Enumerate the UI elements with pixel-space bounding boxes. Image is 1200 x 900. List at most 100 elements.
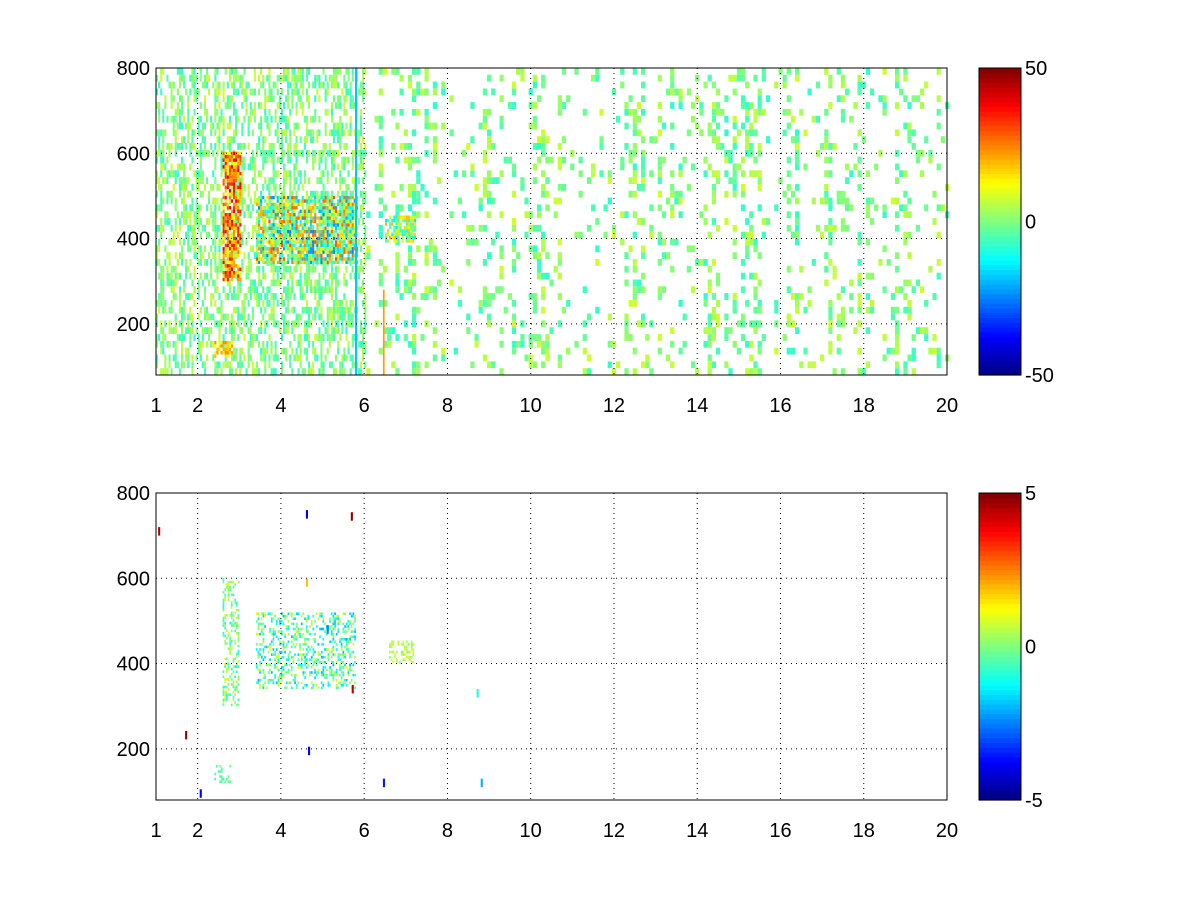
heatmap-cell: [811, 259, 816, 266]
heatmap-cell: [214, 361, 217, 369]
heatmap-cell: [276, 156, 279, 164]
colorbar-step: [979, 187, 1021, 194]
heatmap-cell: [312, 163, 315, 171]
heatmap-cell: [233, 189, 236, 193]
heatmap-cell: [790, 115, 796, 123]
heatmap-cell: [176, 143, 179, 150]
heatmap-cell: [203, 224, 206, 232]
heatmap-cell: [285, 115, 288, 123]
heatmap-cell: [218, 102, 221, 109]
heatmap-cell: [341, 313, 344, 321]
heatmap-cell: [233, 271, 236, 275]
heatmap-cell: [285, 671, 288, 674]
heatmap-cell: [272, 95, 275, 103]
heatmap-cell: [280, 260, 283, 265]
heatmap-cell: [224, 642, 226, 645]
heatmap-cell: [911, 347, 916, 355]
heatmap-cell: [832, 368, 837, 375]
heatmap-cell: [294, 653, 296, 656]
heatmap-cell: [239, 74, 242, 82]
heatmap-cell: [235, 354, 238, 362]
heatmap-cell: [187, 95, 190, 103]
heatmap-cell: [487, 190, 492, 198]
heatmap-cell: [305, 68, 308, 75]
heatmap-cell: [199, 170, 202, 178]
heatmap-cell: [287, 195, 290, 200]
heatmap-cell: [632, 122, 637, 130]
heatmap-cell: [307, 614, 310, 618]
heatmap-cell: [210, 184, 213, 191]
heatmap-cell: [178, 81, 181, 89]
heatmap-cell: [285, 233, 288, 237]
heatmap-cell: [230, 621, 233, 625]
heatmap-cell: [225, 614, 228, 617]
heatmap-cell: [262, 300, 265, 307]
heatmap-cell: [287, 300, 290, 307]
heatmap-cell: [193, 143, 196, 150]
heatmap-cell: [299, 233, 302, 237]
heatmap-cell: [233, 136, 236, 143]
heatmap-cell: [293, 88, 296, 96]
heatmap-cell: [185, 177, 188, 184]
heatmap-cell: [678, 300, 683, 307]
heatmap-cell: [347, 219, 350, 224]
heatmap-cell: [295, 265, 298, 273]
heatmap-cell: [218, 88, 221, 96]
heatmap-cell: [362, 74, 365, 82]
heatmap-cell: [326, 306, 329, 314]
heatmap-cell: [226, 230, 229, 234]
heatmap-cell: [736, 68, 741, 75]
heatmap-cell: [401, 236, 404, 240]
heatmap-cell: [276, 195, 279, 200]
heatmap-cell: [474, 184, 479, 191]
heatmap-cell: [824, 129, 829, 137]
heatmap-cell: [275, 620, 278, 623]
heatmap-cell: [412, 361, 417, 369]
heatmap-cell: [339, 257, 342, 261]
heatmap-cell: [216, 88, 219, 96]
heatmap-cell: [283, 230, 286, 234]
heatmap-cell: [845, 197, 850, 205]
heatmap-cell: [282, 643, 285, 646]
heatmap-cell: [272, 81, 275, 89]
heatmap-cell: [201, 136, 204, 143]
heatmap-cell: [222, 675, 225, 679]
heatmap-cell: [815, 81, 821, 89]
heatmap-cell: [339, 115, 342, 123]
heatmap-cell: [258, 327, 261, 334]
heatmap-cell: [222, 277, 225, 282]
heatmap-cell: [341, 320, 344, 328]
heatmap-cell: [255, 260, 258, 265]
heatmap-cell: [820, 143, 825, 150]
heatmap-cell: [670, 190, 675, 198]
heatmap-cell: [185, 265, 188, 273]
heatmap-cell: [235, 185, 238, 190]
heatmap-cell: [670, 361, 675, 369]
heatmap-cell: [267, 645, 270, 649]
heatmap-cell: [293, 184, 296, 191]
heatmap-cell: [314, 640, 316, 644]
heatmap-cell: [276, 260, 279, 265]
heatmap-cell: [362, 204, 365, 212]
heatmap-cell: [349, 81, 352, 89]
heatmap-cell: [291, 240, 294, 244]
heatmap-cell: [387, 327, 392, 334]
heatmap-cell: [274, 614, 276, 618]
heatmap-cell: [232, 698, 235, 702]
heatmap-cell: [230, 611, 233, 615]
colorbar-tick-label: 0: [1025, 212, 1036, 234]
heatmap-cell: [295, 347, 298, 355]
heatmap-cell: [416, 88, 421, 96]
heatmap-cell: [181, 143, 184, 150]
heatmap-cell: [757, 143, 762, 150]
heatmap-cell: [310, 622, 313, 626]
heatmap-cell: [347, 253, 350, 258]
heatmap-cell: [691, 163, 696, 171]
heatmap-cell: [218, 136, 221, 143]
heatmap-cell: [353, 216, 356, 220]
heatmap-cell: [499, 245, 504, 253]
heatmap-cell: [267, 612, 270, 615]
heatmap-cell: [366, 368, 371, 375]
heatmap-cell: [820, 197, 825, 205]
heatmap-cell: [170, 197, 173, 205]
